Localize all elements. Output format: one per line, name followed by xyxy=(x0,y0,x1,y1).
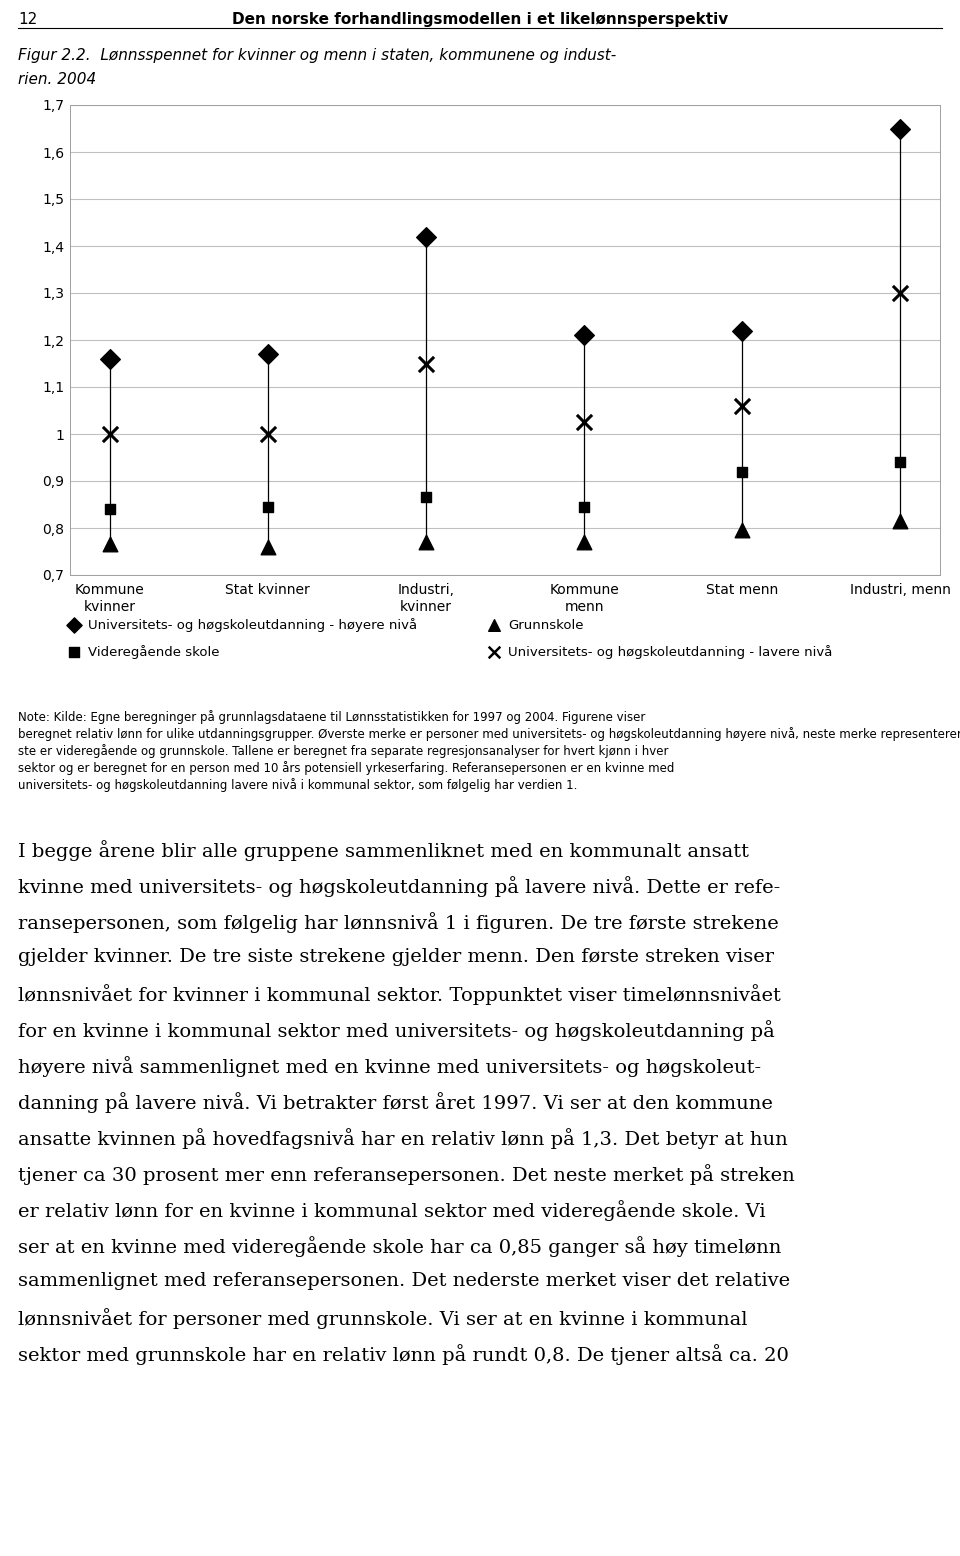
Point xyxy=(419,224,434,249)
Point xyxy=(66,613,82,638)
Point xyxy=(893,117,908,142)
Point xyxy=(486,613,501,638)
Point xyxy=(102,496,117,521)
Text: Universitets- og høgskoleutdanning - høyere nivå: Universitets- og høgskoleutdanning - høy… xyxy=(88,618,418,632)
Point xyxy=(419,529,434,554)
Text: rien. 2004: rien. 2004 xyxy=(18,72,96,87)
Text: er relativ lønn for en kvinne i kommunal sektor med videregående skole. Vi: er relativ lønn for en kvinne i kommunal… xyxy=(18,1200,766,1221)
Text: Videregående skole: Videregående skole xyxy=(88,646,220,660)
Point xyxy=(260,495,276,520)
Point xyxy=(260,342,276,367)
Point xyxy=(66,640,82,664)
Text: ansatte kvinnen på hovedfagsnivå har en relativ lønn på 1,3. Det betyr at hun: ansatte kvinnen på hovedfagsnivå har en … xyxy=(18,1128,788,1148)
Point xyxy=(576,495,591,520)
Point xyxy=(893,509,908,534)
Point xyxy=(893,450,908,475)
Text: Figur 2.2.  Lønnsspennet for kvinner og menn i staten, kommunene og indust-: Figur 2.2. Lønnsspennet for kvinner og m… xyxy=(18,48,616,62)
Point xyxy=(260,422,276,447)
Point xyxy=(260,534,276,559)
Point xyxy=(102,347,117,372)
Text: Universitets- og høgskoleutdanning - lavere nivå: Universitets- og høgskoleutdanning - lav… xyxy=(508,646,832,660)
Point xyxy=(734,317,750,342)
Text: I begge årene blir alle gruppene sammenliknet med en kommunalt ansatt: I begge årene blir alle gruppene sammenl… xyxy=(18,840,749,860)
Point xyxy=(576,409,591,434)
Text: ransepersonen, som følgelig har lønnsnivå 1 i figuren. De tre første strekene: ransepersonen, som følgelig har lønnsniv… xyxy=(18,912,779,934)
Point xyxy=(734,394,750,419)
Text: gjelder kvinner. De tre siste strekene gjelder menn. Den første streken viser: gjelder kvinner. De tre siste strekene g… xyxy=(18,948,774,966)
Text: danning på lavere nivå. Vi betrakter først året 1997. Vi ser at den kommune: danning på lavere nivå. Vi betrakter før… xyxy=(18,1092,773,1113)
Text: lønnsnivået for personer med grunnskole. Vi ser at en kvinne i kommunal: lønnsnivået for personer med grunnskole.… xyxy=(18,1309,748,1329)
Point xyxy=(102,422,117,447)
Text: Grunnskole: Grunnskole xyxy=(508,618,584,632)
Point xyxy=(734,459,750,484)
Text: sektor med grunnskole har en relativ lønn på rundt 0,8. De tjener altså ca. 20: sektor med grunnskole har en relativ løn… xyxy=(18,1344,789,1365)
Text: for en kvinne i kommunal sektor med universitets- og høgskoleutdanning på: for en kvinne i kommunal sektor med univ… xyxy=(18,1021,775,1041)
Text: kvinne med universitets- og høgskoleutdanning på lavere nivå. Dette er refe-: kvinne med universitets- og høgskoleutda… xyxy=(18,876,780,896)
Point xyxy=(419,352,434,377)
Text: 12: 12 xyxy=(18,12,37,26)
Text: beregnet relativ lønn for ulike utdanningsgrupper. Øverste merke er personer med: beregnet relativ lønn for ulike utdannin… xyxy=(18,727,960,741)
Text: høyere nivå sammenlignet med en kvinne med universitets- og høgskoleut-: høyere nivå sammenlignet med en kvinne m… xyxy=(18,1057,761,1077)
Point xyxy=(576,529,591,554)
Point xyxy=(486,640,501,664)
Point xyxy=(893,280,908,305)
Text: sammenlignet med referansepersonen. Det nederste merket viser det relative: sammenlignet med referansepersonen. Det … xyxy=(18,1271,790,1290)
Text: sektor og er beregnet for en person med 10 års potensiell yrkeserfaring. Referan: sektor og er beregnet for en person med … xyxy=(18,761,674,775)
Point xyxy=(734,518,750,543)
Text: universitets- og høgskoleutdanning lavere nivå i kommunal sektor, som følgelig h: universitets- og høgskoleutdanning laver… xyxy=(18,778,577,792)
Text: ste er videregående og grunnskole. Tallene er beregnet fra separate regresjonsan: ste er videregående og grunnskole. Talle… xyxy=(18,744,668,758)
Text: Den norske forhandlingsmodellen i et likelønnsperspektiv: Den norske forhandlingsmodellen i et lik… xyxy=(232,12,728,26)
Text: tjener ca 30 prosent mer enn referansepersonen. Det neste merket på streken: tjener ca 30 prosent mer enn referansepe… xyxy=(18,1164,795,1186)
Point xyxy=(102,532,117,557)
Text: ser at en kvinne med videregående skole har ca 0,85 ganger så høy timelønn: ser at en kvinne med videregående skole … xyxy=(18,1235,781,1257)
Point xyxy=(419,485,434,510)
Point xyxy=(576,322,591,347)
Text: Note: Kilde: Egne beregninger på grunnlagsdataene til Lønnsstatistikken for 1997: Note: Kilde: Egne beregninger på grunnla… xyxy=(18,710,645,724)
Text: lønnsnivået for kvinner i kommunal sektor. Toppunktet viser timelønnsnivået: lønnsnivået for kvinner i kommunal sekto… xyxy=(18,983,780,1005)
